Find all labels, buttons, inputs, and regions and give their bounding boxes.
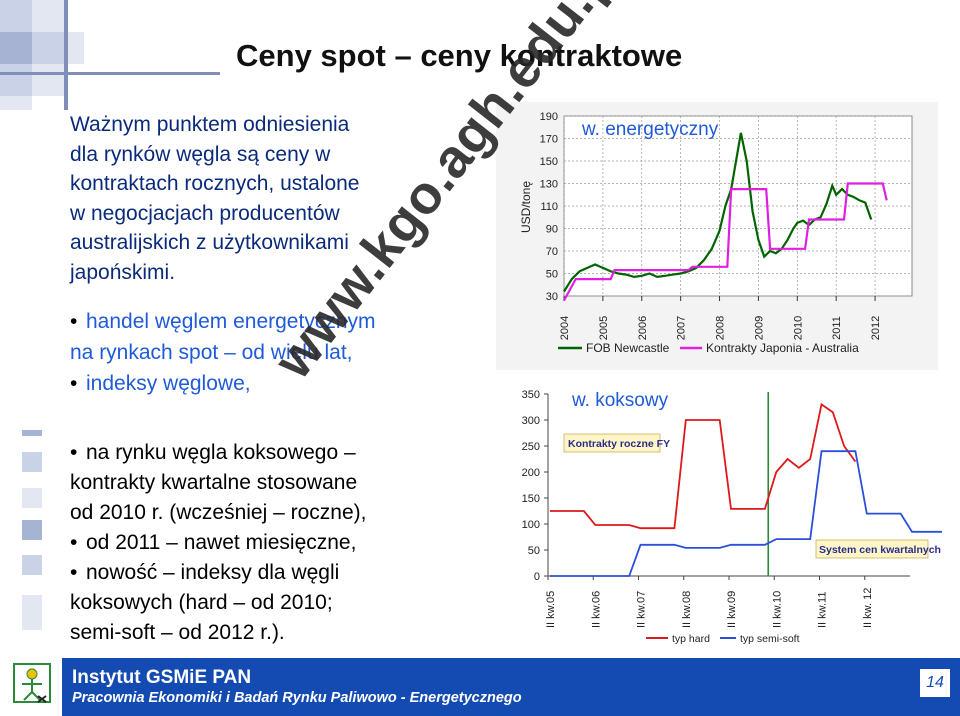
- y-tick-label: 150: [540, 156, 558, 168]
- institute-logo: [0, 658, 62, 716]
- y-tick-label: 130: [540, 179, 558, 191]
- chart-title: w. energetyczny: [581, 119, 719, 140]
- x-tick-label: II kw.05: [545, 591, 557, 628]
- series-line-kontrakty: [563, 182, 888, 302]
- x-tick-label: II kw.09: [726, 591, 738, 628]
- annotation-label: System cen kwartalnych: [819, 544, 941, 556]
- bullet-continuation: koksowych (hard – od 2010;: [70, 591, 333, 614]
- coking-coal-chart: 350 300 250 200 150 100 50 0 II kw.05 II kw.06 II …: [522, 389, 960, 645]
- x-tick-label: 2005: [598, 316, 610, 340]
- intro-line: australijskich z użytkownikami: [70, 231, 349, 254]
- footer-institute: Instytut GSMiE PAN: [72, 667, 252, 688]
- y-tick-label: 50: [528, 545, 540, 557]
- intro-line: dla rynków węgla są ceny w: [70, 142, 331, 166]
- x-tick-label: 2008: [715, 316, 727, 340]
- bullet-item: handel węglem energetycznym: [70, 306, 376, 337]
- x-tick-label: 2009: [753, 316, 765, 340]
- x-tick-label: II kw.10: [771, 591, 783, 628]
- intro-line: w negocjacjach producentów: [70, 201, 340, 225]
- coking-coal-chart-panel: 350 300 250 200 150 100 50 0 II kw.05 II kw.06 II …: [510, 376, 960, 652]
- x-tick-label: II kw.08: [681, 591, 693, 628]
- footer-division: Pracownia Ekonomiki i Badań Rynku Paliwo…: [72, 690, 522, 706]
- x-tick-label: 2007: [676, 316, 688, 340]
- series-line-fob-newcastle: [563, 132, 873, 293]
- footer-bar: [0, 658, 960, 716]
- institute-logo-icon: [13, 663, 51, 703]
- x-tick-label: 2004: [559, 316, 571, 340]
- y-tick-label: 300: [522, 415, 540, 427]
- steam-coal-chart: 190 170 150 130 110 90 70 50 30 2004 2005 2006 2007 2…: [496, 102, 938, 370]
- intro-paragraph: Ważnym punktem odniesienia dla rynków wę…: [70, 110, 360, 287]
- y-tick-label: 200: [522, 467, 540, 479]
- y-tick-label: 70: [546, 246, 558, 258]
- blue-bullet-list: handel węglem energetycznym na rynkach s…: [70, 306, 376, 399]
- x-tick-label: II kw.07: [636, 591, 648, 628]
- bullet-continuation: kontrakty kwartalne stosowane: [70, 471, 358, 494]
- y-tick-label: 30: [546, 291, 558, 303]
- x-tick-label: II kw.11: [817, 592, 829, 628]
- legend-label: typ semi-soft: [740, 633, 800, 645]
- y-tick-label: 150: [522, 493, 540, 505]
- y-tick-label: 0: [534, 571, 540, 583]
- steam-coal-chart-panel: 190 170 150 130 110 90 70 50 30 2004 2005 2006 2007 2…: [496, 102, 938, 370]
- x-tick-label: 2011: [831, 316, 843, 340]
- y-tick-label: 90: [546, 224, 558, 236]
- bullet-item: indeksy węglowe,: [70, 368, 376, 399]
- x-tick-label: 2010: [792, 316, 804, 340]
- y-tick-label: 100: [522, 519, 540, 531]
- y-tick-label: 110: [540, 201, 558, 213]
- y-tick-label: 250: [522, 441, 540, 453]
- intro-line: japońskimi.: [70, 260, 176, 284]
- y-tick-label: 170: [540, 134, 558, 146]
- y-tick-label: 50: [546, 269, 558, 281]
- legend-label: FOB Newcastle: [586, 341, 670, 355]
- bullet-continuation: semi-soft – od 2012 r.).: [70, 621, 285, 644]
- dark-bullet-list: na rynku węgla koksowego – kontrakty kwa…: [70, 438, 366, 648]
- bullet-continuation: od 2010 r. (wcześniej – roczne),: [70, 501, 367, 524]
- y-tick-label: 190: [540, 111, 558, 123]
- bullet-item: na rynku węgla koksowego –: [70, 438, 366, 468]
- annotation-box: [563, 433, 661, 453]
- x-tick-label: II kw. 12: [862, 588, 874, 628]
- x-tick-label: 2006: [637, 316, 649, 340]
- x-tick-label: II kw.06: [590, 591, 602, 628]
- intro-line: Ważnym punktem odniesienia: [70, 113, 350, 136]
- chart-title: w. koksowy: [571, 390, 669, 411]
- y-tick-label: 350: [522, 389, 540, 401]
- bullet-item: od 2011 – nawet miesięczne,: [70, 528, 366, 558]
- x-tick-label: 2012: [870, 316, 882, 340]
- slide-title: Ceny spot – ceny kontraktowe: [236, 38, 683, 73]
- legend-label: typ hard: [672, 633, 710, 645]
- series-line-typ-hard: [550, 402, 857, 530]
- page-number: 14: [920, 669, 950, 697]
- legend-label: Kontrakty Japonia - Australia: [706, 341, 859, 355]
- bullet-item: nowość – indeksy dla węgli: [70, 558, 366, 588]
- y-axis-label: USD/tonę: [519, 181, 533, 233]
- bullet-continuation: na rynkach spot – od wielu lat,: [70, 341, 353, 364]
- annotation-box: [815, 539, 929, 559]
- intro-line: kontraktach rocznych, ustalone: [70, 172, 360, 195]
- annotation-label: Kontrakty roczne FY: [568, 438, 670, 450]
